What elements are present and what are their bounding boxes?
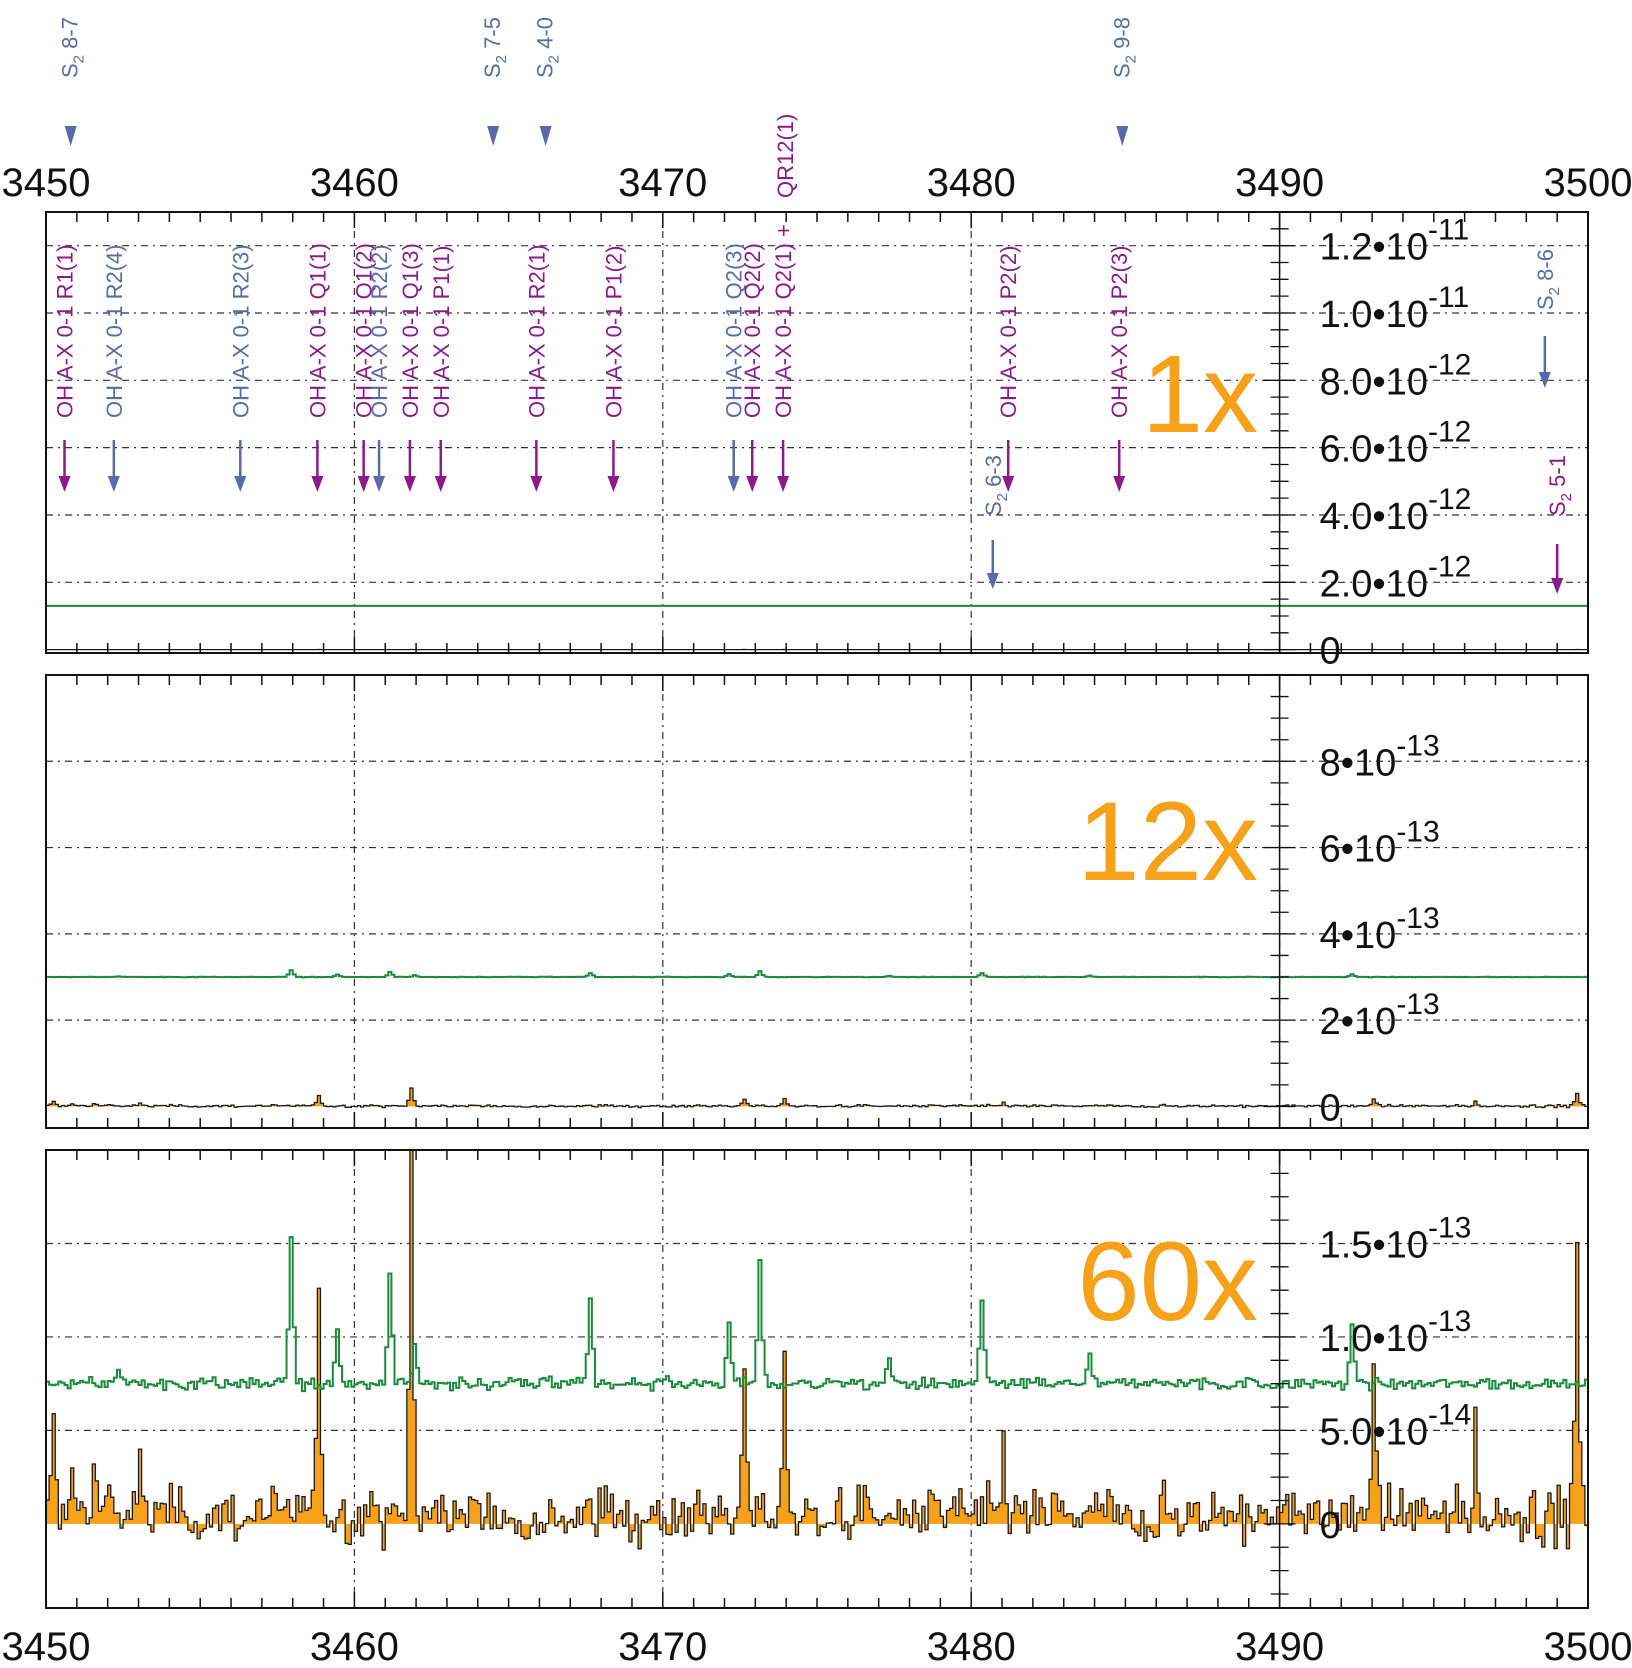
line-label: OH A-X 0-1 R2(2)	[367, 244, 392, 418]
line-arrow-head	[373, 476, 386, 492]
model-spectrum-line	[46, 969, 1588, 979]
line-arrow-head	[403, 476, 416, 492]
band-head-marker	[539, 126, 552, 146]
line-arrow-head	[58, 476, 71, 492]
line-arrow-head	[1002, 476, 1015, 492]
line-label: OH A-X 0-1 P1(2)	[601, 246, 626, 418]
y-tick-label: 4.0•10-12	[1320, 483, 1472, 538]
band-head-arrow-head	[1551, 578, 1564, 594]
x-tick-label-bottom: 3470	[618, 1625, 707, 1668]
y-tick-label: 1.2•10-11	[1320, 214, 1470, 269]
y-tick-label: 1.5•10-13	[1320, 1211, 1472, 1266]
y-tick-label: 0	[1320, 1505, 1341, 1547]
band-head-marker	[64, 126, 77, 146]
y-tick-label: 1.0•10-11	[1320, 281, 1470, 336]
top-band-label: S2 8-7	[58, 17, 88, 78]
line-label: OH A-X 0-1 Q2(1) +	[771, 224, 796, 418]
y-tick-label: 2•10-13	[1320, 988, 1440, 1043]
frame-layer	[45, 211, 1589, 1609]
top-band-label: S2 4-0	[533, 17, 563, 78]
observed-spectrum-line	[46, 1087, 1588, 1109]
top-band-label: S2 9-8	[1109, 17, 1139, 78]
observed-spectrum-line	[46, 1150, 1588, 1551]
model-spectrum-line	[46, 1236, 1588, 1393]
line-label: OH A-X 0-1 R1(1)	[53, 244, 78, 418]
scale-label: 12x	[1077, 779, 1258, 904]
y-tick-label: 1.0•10-13	[1320, 1305, 1472, 1360]
y-tick-label: 5.0•10-14	[1320, 1398, 1472, 1453]
line-arrow-head	[777, 476, 790, 492]
line-label: OH A-X 0-1 P1(1)	[429, 246, 454, 418]
line-label: OH A-X 0-1 Q1(1)	[305, 243, 330, 418]
line-arrow-head	[311, 476, 324, 492]
y-tick-label: 6•10-13	[1320, 816, 1440, 871]
top-band-label: S2 7-5	[480, 17, 510, 78]
line-arrow-head	[434, 476, 447, 492]
scale-label: 60x	[1077, 1219, 1258, 1344]
y-tick-label: 8.0•10-12	[1320, 348, 1472, 403]
line-label: OH A-X 0-1 R2(1)	[524, 244, 549, 418]
line-arrow-head	[234, 476, 247, 492]
line-arrow-head	[530, 476, 543, 492]
x-tick-label-top: 3480	[927, 161, 1016, 205]
x-tick-label-bottom: 3500	[1544, 1625, 1632, 1668]
x-tick-label-top: 3500	[1544, 161, 1632, 205]
line-label: OH A-X 0-1 Q2(3)	[722, 243, 747, 418]
band-head-marker	[1116, 126, 1129, 146]
x-tick-label-top: 3460	[310, 161, 399, 205]
line-arrow-head	[607, 476, 620, 492]
x-tick-label-bottom: 3460	[310, 1625, 399, 1668]
scale-label: 1x	[1142, 333, 1258, 456]
y-tick-label: 4•10-13	[1320, 902, 1440, 957]
line-arrow-head	[746, 476, 759, 492]
label-layer: 0 2.0•10-12 4.0•10-12 6.0•10-12 8.0•10-12 1.0…	[2, 17, 1632, 1668]
y-tick-label: 6.0•10-12	[1320, 416, 1472, 471]
band-head-label: S2 5-1	[1545, 455, 1575, 516]
band-head-marker	[487, 126, 500, 146]
x-tick-label-top: 3490	[1235, 161, 1324, 205]
line-arrow-head	[107, 476, 120, 492]
band-head-label: S2 8-6	[1533, 249, 1563, 310]
line-label: OH A-X 0-1 Q1(3)	[398, 243, 423, 418]
x-tick-label-bottom: 3450	[2, 1625, 91, 1668]
top-line-label: QR12(1)	[773, 114, 798, 198]
band-head-arrow-head	[1538, 372, 1551, 388]
line-arrow-head	[727, 476, 740, 492]
line-label: OH A-X 0-1 P2(3)	[1107, 246, 1132, 418]
x-tick-label-top: 3470	[618, 161, 707, 205]
line-label: OH A-X 0-1 Q1(2)	[352, 243, 377, 418]
x-tick-label-bottom: 3480	[927, 1625, 1016, 1668]
band-head-arrow-head	[986, 573, 999, 589]
x-tick-label-bottom: 3490	[1235, 1625, 1324, 1668]
line-label: OH A-X 0-1 P2(2)	[996, 246, 1021, 418]
band-head-label: S2 6-3	[981, 455, 1011, 516]
y-tick-label: 2.0•10-12	[1320, 550, 1472, 605]
spectrum-data-layer	[46, 604, 1588, 1551]
y-tick-label: 0	[1320, 1087, 1341, 1129]
line-label: OH A-X 0-1 R2(3)	[228, 244, 253, 418]
y-tick-label: 8•10-13	[1320, 729, 1440, 784]
line-arrow-head	[357, 476, 370, 492]
line-arrow-head	[1113, 476, 1126, 492]
y-tick-label: 0	[1320, 631, 1341, 673]
line-label: OH A-X 0-1 R2(4)	[102, 244, 127, 418]
x-tick-label-top: 3450	[2, 161, 91, 205]
line-label: OH A-X 0-1 Q2(2)	[740, 243, 765, 418]
grid-layer	[46, 212, 1588, 1608]
